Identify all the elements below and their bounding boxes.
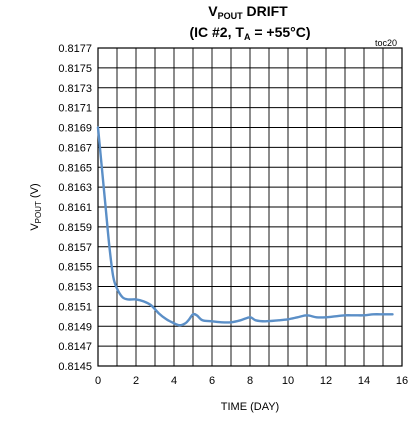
title-line2-sub1: A [244, 32, 251, 42]
plot-frame [97, 47, 403, 367]
y-tick-label: 0.8173 [58, 83, 92, 95]
y-tick-label: 0.8167 [58, 142, 92, 154]
y-axis-label-sub: POUT [34, 201, 43, 223]
title-line1-main2: DRIFT [243, 3, 289, 19]
y-tick-label: 0.8153 [58, 282, 92, 294]
y-tick-label: 0.8163 [58, 182, 92, 194]
y-tick-label: 0.8151 [58, 301, 92, 313]
x-tick-label: 4 [171, 375, 177, 387]
x-tick-label: 2 [133, 375, 139, 387]
y-tick-label: 0.8147 [58, 341, 92, 353]
y-axis-label-suffix: (V) [29, 183, 41, 201]
y-tick-label: 0.8161 [58, 202, 92, 214]
x-tick-label: 8 [247, 375, 253, 387]
x-tick-label: 12 [320, 375, 332, 387]
x-tick-label: 10 [282, 375, 294, 387]
x-tick-label: 6 [209, 375, 215, 387]
title-line1-main1: V [208, 3, 218, 19]
y-axis-label: VPOUT (V) [29, 183, 43, 230]
y-tick-label: 0.8175 [58, 63, 92, 75]
y-tick-labels: 0.8177 0.8175 0.8173 0.8171 0.8169 0.8167 0.81… [58, 43, 92, 373]
y-tick-label: 0.8157 [58, 242, 92, 254]
x-axis-label: TIME (DAY) [221, 401, 279, 413]
figure-tag: toc20 [375, 38, 397, 48]
y-tick-label: 0.8169 [58, 123, 92, 135]
title-line2-main2: = +55°C) [250, 24, 310, 40]
x-tick-label: 14 [358, 375, 370, 387]
title-line1-sub1: POUT [218, 11, 244, 21]
x-tick-label: 0 [95, 375, 101, 387]
x-tick-label: 16 [396, 375, 408, 387]
y-tick-label: 0.8149 [58, 321, 92, 333]
y-tick-label: 0.8159 [58, 222, 92, 234]
x-tick-labels: 0 2 4 6 8 10 12 14 16 [95, 375, 408, 387]
title-line2-main1: (IC #2, T [189, 24, 244, 40]
series-layer [96, 126, 394, 327]
chart-title-line1: VPOUT DRIFT [208, 3, 288, 21]
y-tick-label: 0.8145 [58, 361, 92, 373]
chart-title-line2: (IC #2, TA = +55°C) [189, 24, 310, 42]
y-axis-label-main: V [29, 223, 41, 231]
y-tick-label: 0.8177 [58, 43, 92, 55]
series-line-0 [96, 126, 394, 327]
y-tick-label: 0.8155 [58, 262, 92, 274]
y-tick-label: 0.8165 [58, 162, 92, 174]
y-tick-label: 0.8171 [58, 103, 92, 115]
